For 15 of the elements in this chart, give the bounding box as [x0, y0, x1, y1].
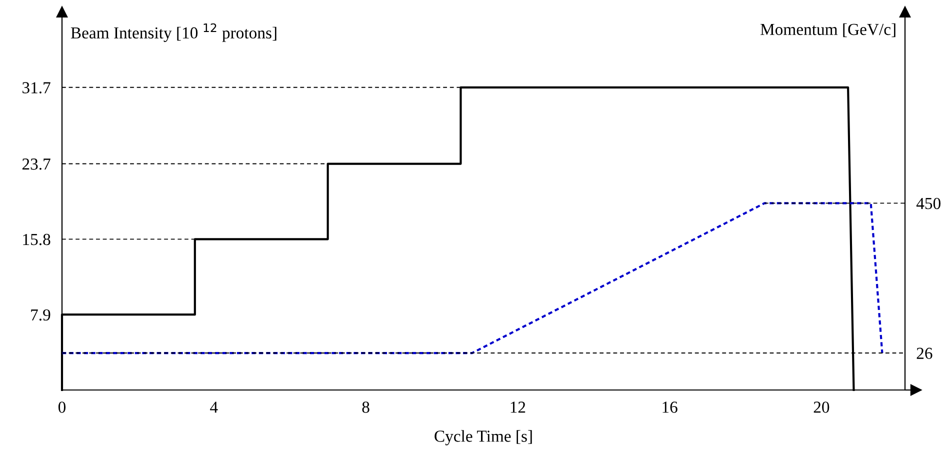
x-tick-label: 16: [662, 402, 678, 413]
x-tick-label: 0: [58, 402, 66, 413]
y-tick-label: 15.8: [23, 234, 50, 246]
y-tick-label: 23.7: [22, 158, 50, 170]
x-tick-label: 12: [510, 402, 526, 413]
x-tick-label: 20: [814, 402, 830, 413]
x-axis-title: Cycle Time [s]: [434, 430, 532, 446]
y2-axis-title: Momentum [GeV/c]: [760, 23, 896, 38]
y2-tick-label: 26: [916, 348, 932, 359]
x-tick-label: 8: [362, 402, 370, 413]
y2-tick-label: 450: [916, 198, 940, 210]
y-tick-label: 7.9: [31, 309, 50, 321]
y-axis-title: Beam Intensity [10 $^{12}$ protons]: [70, 23, 276, 42]
x-tick-label: 4: [210, 402, 218, 413]
y-tick-label: 31.7: [22, 82, 50, 94]
